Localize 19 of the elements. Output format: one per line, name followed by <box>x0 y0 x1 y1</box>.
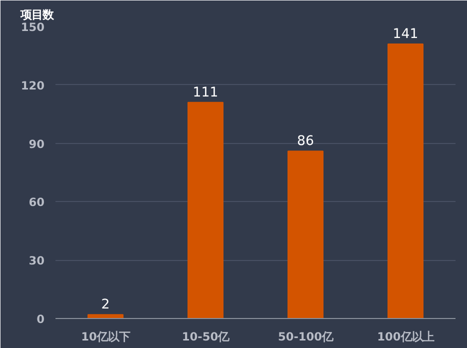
bar <box>388 44 424 318</box>
y-tick-label: 120 <box>20 78 45 92</box>
x-tick-label: 10亿以下 <box>81 330 130 344</box>
data-label: 86 <box>297 134 314 150</box>
bar <box>188 102 224 318</box>
x-tick-label: 10-50亿 <box>182 330 230 344</box>
data-label: 2 <box>101 298 110 313</box>
y-tick-label: 0 <box>36 312 45 326</box>
x-tick-label: 100亿以上 <box>377 330 434 344</box>
data-label: 141 <box>392 27 418 42</box>
data-label: 111 <box>192 85 218 100</box>
y-axis-title: 项目数 <box>20 8 54 22</box>
x-tick-label: 50-100亿 <box>278 330 334 344</box>
bar <box>288 150 324 318</box>
bar <box>88 314 124 318</box>
y-tick-label: 90 <box>28 136 45 151</box>
y-tick-label: 60 <box>28 195 45 210</box>
y-tick-label: 30 <box>28 254 45 268</box>
y-tick-label: 150 <box>20 20 45 34</box>
